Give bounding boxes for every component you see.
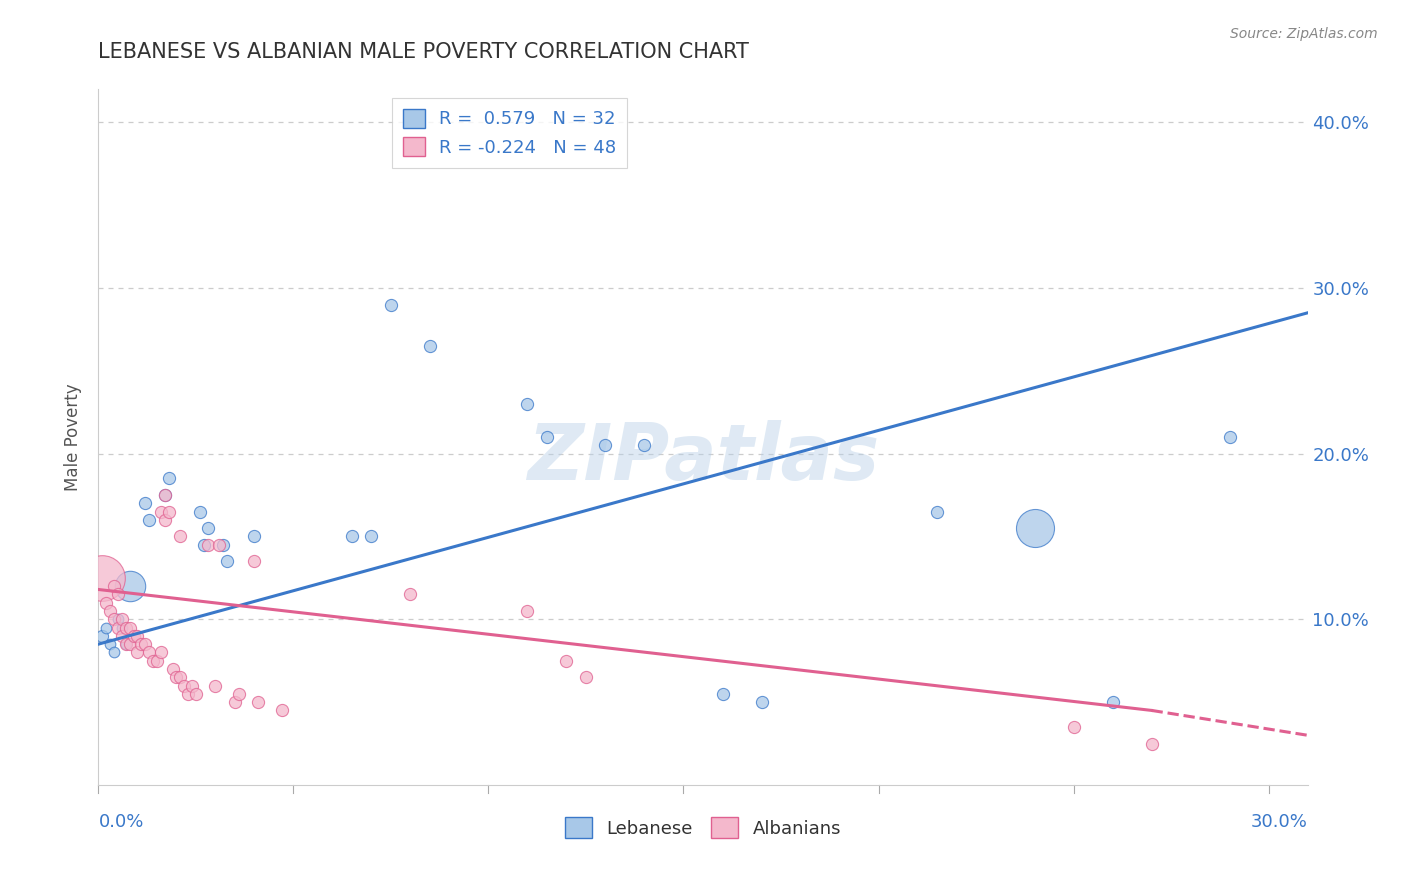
Point: [177, 687, 200, 701]
Point: [127, 629, 149, 643]
Point: [399, 587, 422, 601]
Point: [157, 471, 180, 485]
Point: [118, 637, 141, 651]
Point: [711, 687, 734, 701]
Point: [142, 654, 165, 668]
Text: 30.0%: 30.0%: [1251, 813, 1308, 830]
Text: Source: ZipAtlas.com: Source: ZipAtlas.com: [1230, 27, 1378, 41]
Point: [91, 629, 114, 643]
Point: [122, 629, 145, 643]
Point: [107, 621, 129, 635]
Point: [134, 496, 156, 510]
Point: [419, 339, 441, 353]
Point: [751, 695, 773, 709]
Point: [96, 621, 118, 635]
Point: [91, 571, 114, 585]
Point: [153, 488, 176, 502]
Point: [107, 612, 129, 626]
Point: [146, 654, 169, 668]
Point: [516, 604, 538, 618]
Point: [197, 538, 219, 552]
Point: [536, 430, 558, 444]
Point: [173, 679, 195, 693]
Point: [169, 670, 191, 684]
Point: [212, 538, 235, 552]
Point: [193, 538, 215, 552]
Point: [1024, 521, 1046, 535]
Point: [118, 579, 141, 593]
Point: [217, 554, 239, 568]
Point: [165, 670, 187, 684]
Point: [114, 637, 136, 651]
Point: [184, 687, 207, 701]
Point: [380, 297, 402, 311]
Point: [228, 687, 250, 701]
Point: [134, 637, 156, 651]
Point: [118, 621, 141, 635]
Point: [575, 670, 598, 684]
Point: [162, 662, 184, 676]
Text: 0.0%: 0.0%: [98, 813, 143, 830]
Point: [1063, 720, 1085, 734]
Y-axis label: Male Poverty: Male Poverty: [65, 384, 83, 491]
Point: [224, 695, 246, 709]
Point: [127, 645, 149, 659]
Point: [595, 438, 617, 452]
Point: [131, 637, 153, 651]
Point: [107, 587, 129, 601]
Point: [516, 397, 538, 411]
Point: [149, 505, 172, 519]
Point: [247, 695, 270, 709]
Point: [111, 621, 134, 635]
Point: [96, 596, 118, 610]
Point: [98, 637, 121, 651]
Point: [157, 505, 180, 519]
Point: [270, 703, 292, 717]
Point: [633, 438, 655, 452]
Point: [208, 538, 231, 552]
Point: [114, 637, 136, 651]
Point: [111, 612, 134, 626]
Point: [138, 513, 160, 527]
Point: [153, 488, 176, 502]
Point: [555, 654, 578, 668]
Point: [360, 529, 382, 543]
Point: [103, 645, 125, 659]
Point: [204, 679, 226, 693]
Point: [181, 679, 204, 693]
Point: [169, 529, 191, 543]
Point: [188, 505, 211, 519]
Point: [103, 579, 125, 593]
Point: [340, 529, 363, 543]
Point: [149, 645, 172, 659]
Point: [1219, 430, 1241, 444]
Point: [111, 629, 134, 643]
Point: [243, 554, 266, 568]
Point: [114, 621, 136, 635]
Point: [243, 529, 266, 543]
Point: [98, 604, 121, 618]
Point: [197, 521, 219, 535]
Point: [103, 612, 125, 626]
Text: ZIPatlas: ZIPatlas: [527, 420, 879, 496]
Legend: Lebanese, Albanians: Lebanese, Albanians: [558, 810, 848, 846]
Point: [925, 505, 948, 519]
Point: [153, 513, 176, 527]
Point: [138, 645, 160, 659]
Point: [1101, 695, 1123, 709]
Text: LEBANESE VS ALBANIAN MALE POVERTY CORRELATION CHART: LEBANESE VS ALBANIAN MALE POVERTY CORREL…: [98, 43, 749, 62]
Point: [1140, 737, 1163, 751]
